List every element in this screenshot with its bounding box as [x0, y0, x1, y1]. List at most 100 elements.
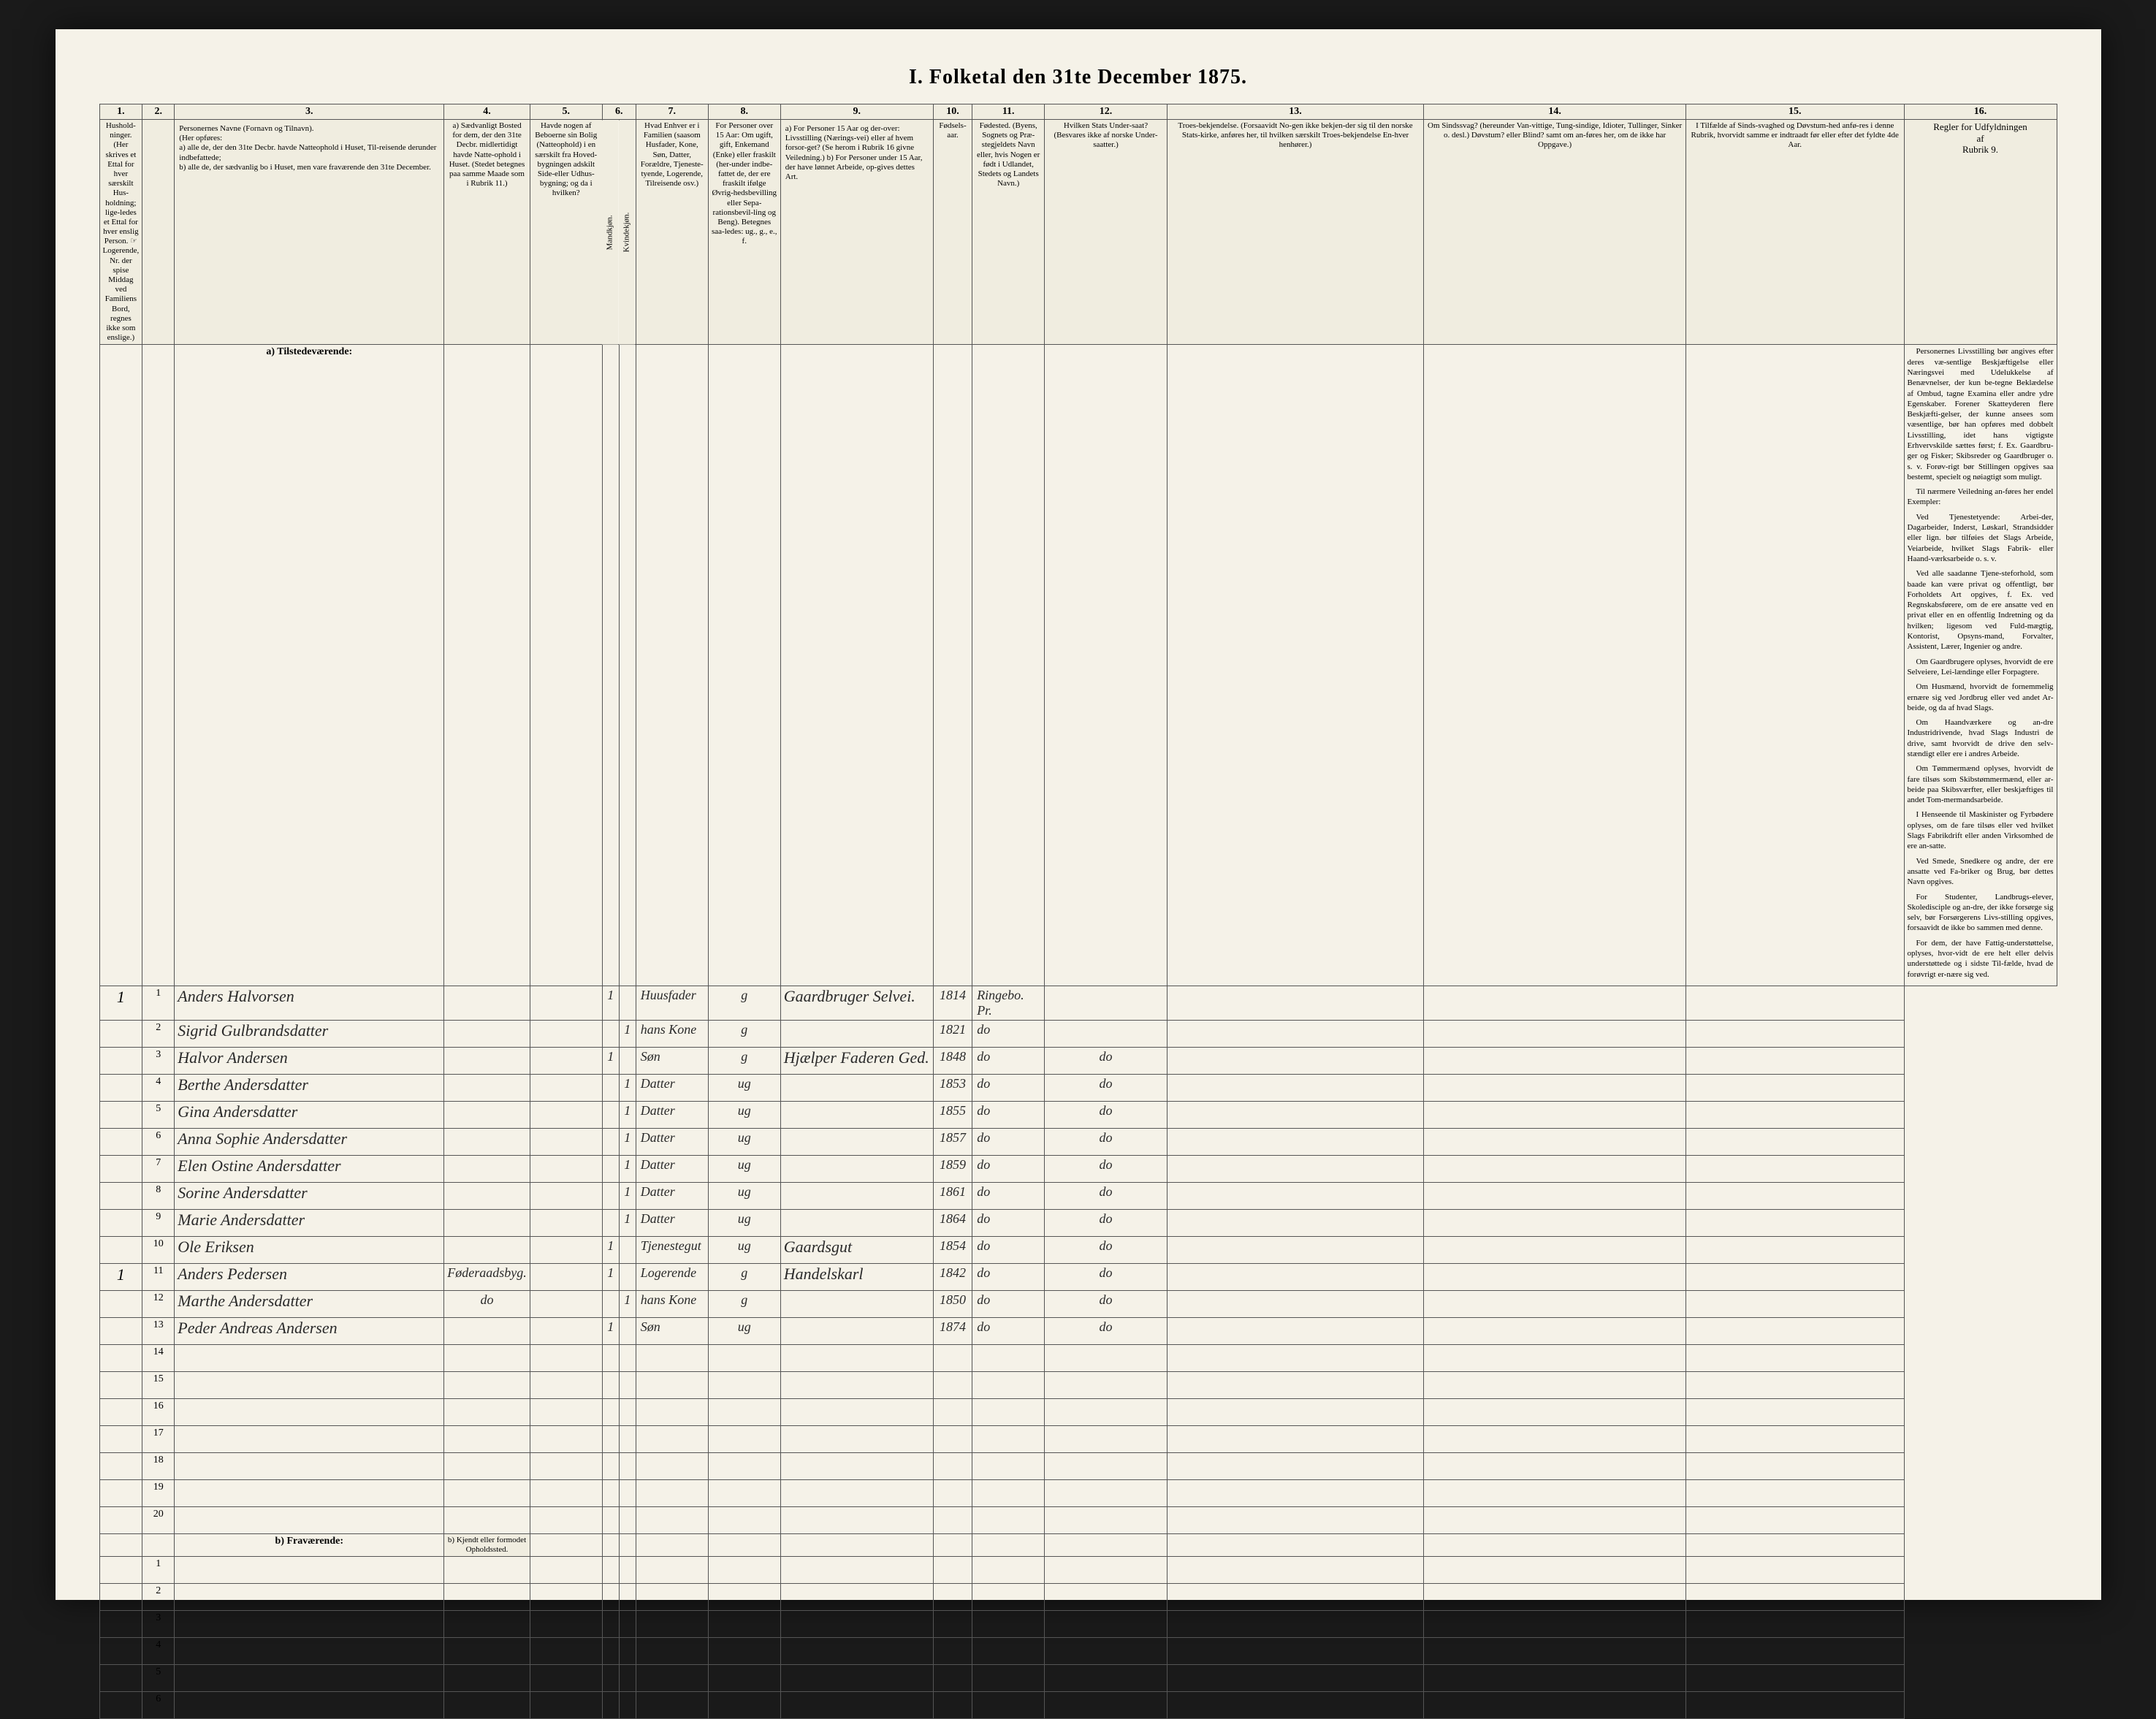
absent-row: 2	[99, 1584, 2057, 1611]
religion	[1167, 1101, 1423, 1128]
sex-male	[602, 1020, 619, 1047]
hdr-5: Havde nogen af Beboerne sin Bolig (Natte…	[530, 120, 602, 345]
sex-female: 1	[619, 1074, 636, 1101]
hdr-14: Om Sindssvag? (hereunder Van-vittige, Tu…	[1424, 120, 1686, 345]
birth-year: 1850	[933, 1290, 972, 1317]
sex-male	[602, 1128, 619, 1155]
religion	[1167, 1047, 1423, 1074]
occupation	[780, 1074, 933, 1101]
birth-year: 1864	[933, 1209, 972, 1236]
household-number	[99, 1209, 142, 1236]
family-relation: Huusfader	[636, 986, 708, 1020]
occupation	[780, 1317, 933, 1344]
occupation	[780, 1101, 933, 1128]
usual-residence: do	[444, 1290, 530, 1317]
outbuilding	[530, 1317, 602, 1344]
person-number: 1	[142, 986, 175, 1020]
family-relation: Datter	[636, 1155, 708, 1182]
absent-number: 4	[142, 1638, 175, 1665]
religion	[1167, 1317, 1423, 1344]
hdr-11: Fødested. (Byens, Sognets og Præ-stegjel…	[972, 120, 1045, 345]
marital-status: g	[708, 1290, 780, 1317]
birthplace: do	[972, 1236, 1045, 1263]
nationality: do	[1045, 1128, 1167, 1155]
absent-number: 5	[142, 1665, 175, 1692]
table-row: 2 Sigrid Gulbrandsdatter 1 hans Kone g 1…	[99, 1020, 2057, 1047]
table-row-empty: 19	[99, 1479, 2057, 1506]
table-row-empty: 20	[99, 1506, 2057, 1533]
family-relation: Logerende	[636, 1263, 708, 1290]
household-number	[99, 1101, 142, 1128]
person-name: Peder Andreas Andersen	[175, 1317, 444, 1344]
person-name: Sigrid Gulbrandsdatter	[175, 1020, 444, 1047]
colnum-11: 11.	[972, 104, 1045, 120]
sex-male	[602, 1290, 619, 1317]
absent-row: 3	[99, 1611, 2057, 1638]
nationality: do	[1045, 1209, 1167, 1236]
hdr-10: Fødsels-aar.	[933, 120, 972, 345]
header-row: Hushold-ninger. (Her skrives et Ettal fo…	[99, 120, 2057, 345]
disability	[1424, 1074, 1686, 1101]
birth-year: 1861	[933, 1182, 972, 1209]
sex-male: 1	[602, 1236, 619, 1263]
family-relation: Søn	[636, 1047, 708, 1074]
usual-residence	[444, 1128, 530, 1155]
nationality: do	[1045, 1236, 1167, 1263]
nationality	[1045, 986, 1167, 1020]
person-name: Gina Andersdatter	[175, 1101, 444, 1128]
outbuilding	[530, 1209, 602, 1236]
colnum-5: 5.	[530, 104, 602, 120]
person-number: 17	[142, 1425, 175, 1452]
colnum-1: 1.	[99, 104, 142, 120]
person-number: 11	[142, 1263, 175, 1290]
birthplace: do	[972, 1209, 1045, 1236]
birth-year: 1859	[933, 1155, 972, 1182]
household-number	[99, 1290, 142, 1317]
usual-residence	[444, 1047, 530, 1074]
household-number	[99, 1128, 142, 1155]
sex-male	[602, 1155, 619, 1182]
table-row-empty: 15	[99, 1371, 2057, 1398]
person-number: 16	[142, 1398, 175, 1425]
disability-age	[1685, 1101, 1904, 1128]
birthplace: do	[972, 1182, 1045, 1209]
census-page: I. Folketal den 31te December 1875. 1. 2…	[56, 29, 2101, 1600]
usual-residence	[444, 1155, 530, 1182]
census-table: 1. 2. 3. 4. 5. 6. 7. 8. 9. 10. 11. 12. 1…	[99, 104, 2057, 1719]
person-number: 2	[142, 1020, 175, 1047]
person-number: 4	[142, 1074, 175, 1101]
outbuilding	[530, 1074, 602, 1101]
table-row: 13 Peder Andreas Andersen 1 Søn ug 1874 …	[99, 1317, 2057, 1344]
outbuilding	[530, 1155, 602, 1182]
disability	[1424, 1182, 1686, 1209]
table-row-empty: 18	[99, 1452, 2057, 1479]
marital-status: g	[708, 1047, 780, 1074]
person-number: 15	[142, 1371, 175, 1398]
birthplace: do	[972, 1263, 1045, 1290]
birth-year: 1821	[933, 1020, 972, 1047]
family-relation: Tjenestegut	[636, 1236, 708, 1263]
nationality: do	[1045, 1317, 1167, 1344]
family-relation: Datter	[636, 1074, 708, 1101]
sex-female	[619, 1236, 636, 1263]
table-row: 1 11 Anders Pedersen Føderaadsbyg. 1 Log…	[99, 1263, 2057, 1290]
usual-residence: Føderaadsbyg.	[444, 1263, 530, 1290]
disability-age	[1685, 1290, 1904, 1317]
usual-residence	[444, 1182, 530, 1209]
sex-male	[602, 1209, 619, 1236]
person-number: 19	[142, 1479, 175, 1506]
religion	[1167, 1020, 1423, 1047]
birthplace: do	[972, 1101, 1045, 1128]
colnum-12: 12.	[1045, 104, 1167, 120]
person-number: 9	[142, 1209, 175, 1236]
hdr-8: For Personer over 15 Aar: Om ugift, gift…	[708, 120, 780, 345]
section-a-label: a) Tilstedeværende:	[175, 345, 444, 986]
hdr-16: Regler for Udfyldningen af Rubrik 9.	[1904, 120, 2057, 345]
absent-number: 6	[142, 1692, 175, 1719]
family-relation: hans Kone	[636, 1290, 708, 1317]
occupation	[780, 1209, 933, 1236]
table-row-empty: 16	[99, 1398, 2057, 1425]
person-number: 20	[142, 1506, 175, 1533]
table-row: 10 Ole Eriksen 1 Tjenestegut ug Gaardsgu…	[99, 1236, 2057, 1263]
outbuilding	[530, 1236, 602, 1263]
